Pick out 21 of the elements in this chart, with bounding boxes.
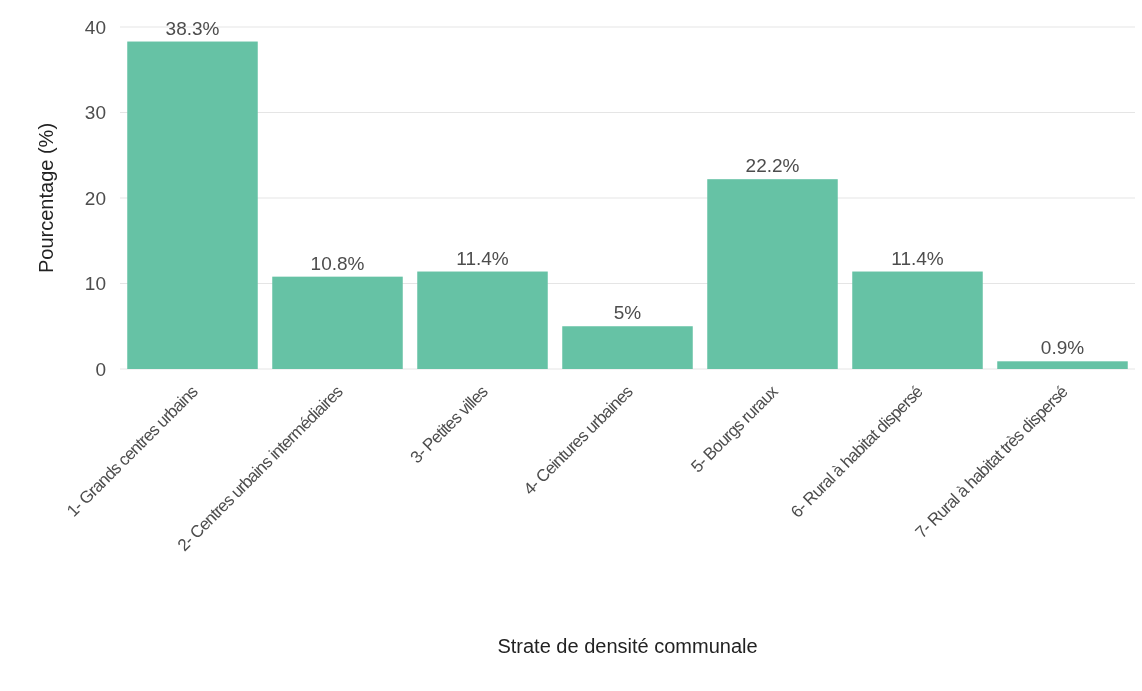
bar	[272, 276, 403, 369]
data-label: 22.2%	[745, 155, 800, 177]
data-label: 5%	[613, 302, 642, 324]
data-label: 10.8%	[310, 252, 365, 274]
bar	[852, 271, 983, 369]
y-tick-label: 0	[95, 358, 106, 380]
x-axis-title: Strate de densité communale	[497, 635, 758, 657]
data-label: 38.3%	[165, 17, 220, 39]
data-label: 11.4%	[456, 247, 509, 269]
bar	[707, 179, 838, 369]
y-tick-label: 30	[84, 102, 106, 124]
data-label: 0.9%	[1040, 337, 1085, 359]
y-tick-label: 10	[84, 273, 106, 295]
bar	[417, 271, 548, 369]
y-tick-label: 20	[84, 187, 106, 209]
y-axis-title: Pourcentage (%)	[35, 122, 57, 274]
bar	[997, 361, 1128, 369]
y-tick-label: 40	[84, 16, 106, 38]
data-label: 11.4%	[891, 247, 944, 269]
bar	[127, 41, 258, 369]
bar	[562, 326, 693, 369]
